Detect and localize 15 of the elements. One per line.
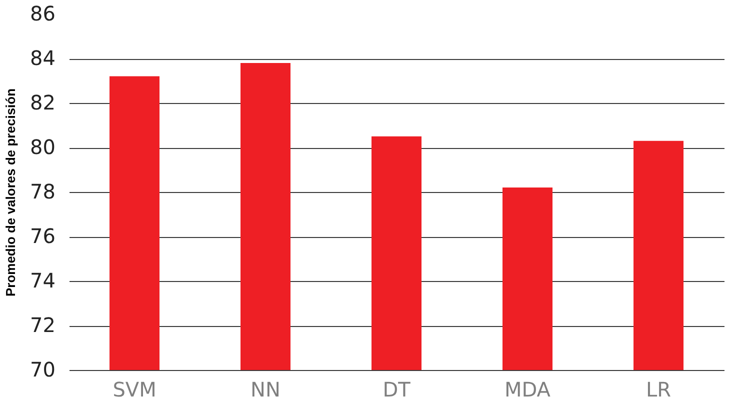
y-tick-label: 70: [30, 358, 56, 382]
y-tick-label: 84: [30, 46, 56, 70]
x-tick-label: DT: [382, 378, 412, 402]
y-axis-title: Promedio de valores de precisión: [3, 88, 18, 297]
y-tick-label: 76: [30, 224, 56, 248]
y-tick-label: 80: [30, 135, 56, 159]
x-tick-label: LR: [646, 378, 672, 402]
x-tick-label: SVM: [112, 378, 156, 402]
x-tick-label: MDA: [504, 378, 551, 402]
y-tick-label: 78: [30, 180, 56, 204]
x-tick-label: NN: [250, 378, 280, 402]
y-tick-label: 72: [30, 313, 56, 337]
y-tick-label: 82: [30, 90, 56, 114]
y-tick-label: 86: [30, 2, 56, 26]
y-tick-label: 74: [30, 268, 56, 292]
